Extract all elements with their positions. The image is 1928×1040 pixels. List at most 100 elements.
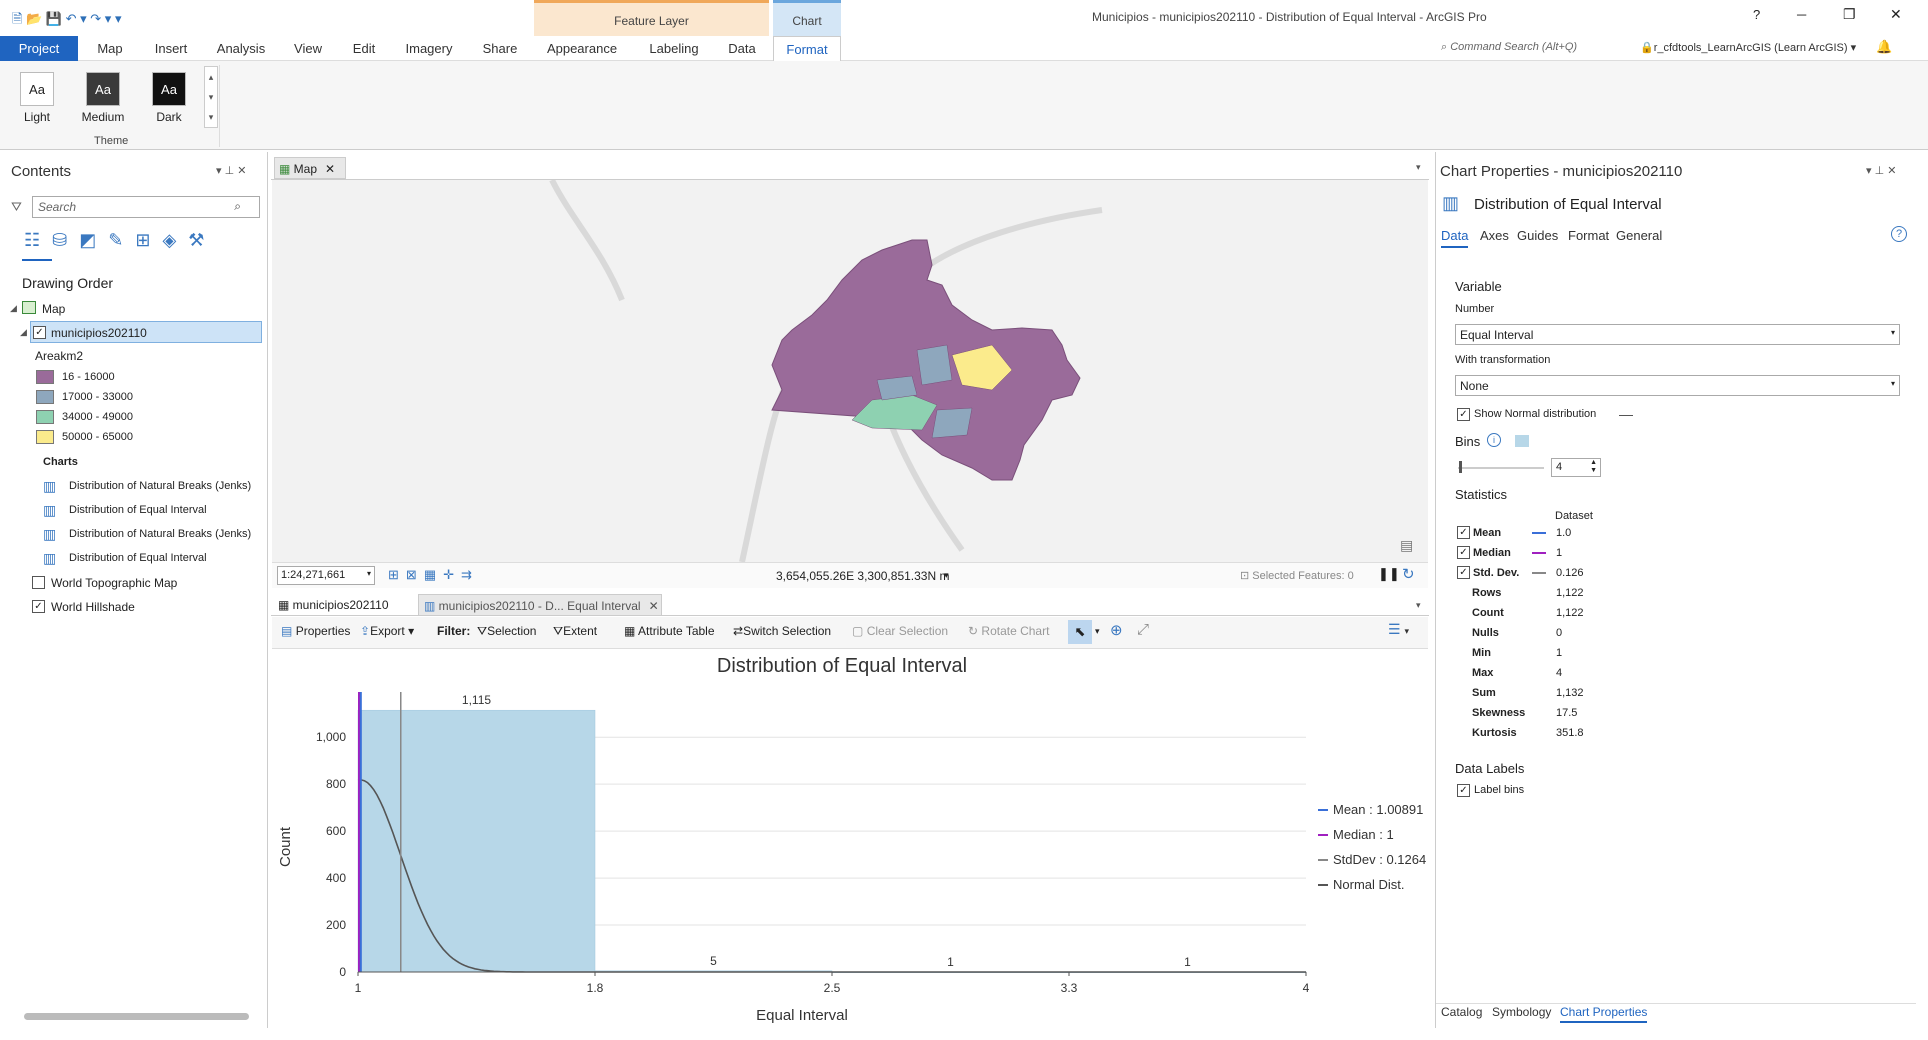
quick-access-toolbar[interactable]: 🗎 📂 💾 ↶ ▾ ↷ ▾ ▾ (12, 11, 122, 26)
charts-icon[interactable]: ⚒ (188, 230, 217, 250)
legend-entry[interactable]: Normal Dist. (1333, 877, 1405, 892)
help-button[interactable]: ? (1753, 7, 1761, 22)
prop-tab-guides[interactable]: Guides (1517, 228, 1559, 243)
number-select[interactable]: Equal Interval ▾ (1455, 324, 1900, 345)
pause-drawing-button[interactable]: ❚❚ (1378, 566, 1400, 581)
legend-swatch[interactable] (36, 430, 54, 444)
stat-checkbox[interactable]: ✓ (1457, 546, 1470, 559)
bins-stepper[interactable]: 4 ▲ ▼ (1551, 458, 1601, 477)
theme-gallery-scroll[interactable]: ▴ ▾ ▾ (204, 66, 218, 128)
chart-tab[interactable]: ▥ municipios202110 - D... Equal Interval… (418, 594, 662, 616)
scrollbar-thumb[interactable] (24, 1013, 249, 1020)
attribute-table-button[interactable]: ▦ Attribute Table (624, 624, 715, 638)
coords-dropdown[interactable]: ▾ (944, 570, 949, 580)
legend-entry[interactable]: StdDev : 0.1264 (1333, 852, 1426, 867)
tab-share[interactable]: Share (482, 41, 518, 56)
tab-analysis[interactable]: Analysis (216, 41, 266, 56)
snapping-icon[interactable]: ⊞ (135, 230, 163, 250)
filter-icon[interactable]: ⛛ (11, 199, 22, 214)
legend-entry[interactable]: Median : 1 (1333, 827, 1394, 842)
command-search[interactable]: ⌕ Command Search (Alt+Q) (1437, 38, 1607, 58)
contents-view-toolbar[interactable]: ☷⛁◩✎⊞◈⚒ (24, 230, 244, 260)
select-tool-dropdown[interactable]: ▾ (1095, 626, 1100, 636)
layer-expand-arrow[interactable]: ◢ (20, 327, 27, 337)
map-expand-arrow[interactable]: ◢ (10, 303, 17, 313)
tab-view[interactable]: View (294, 41, 322, 56)
bins-slider[interactable] (1458, 467, 1544, 469)
map-notes-icon[interactable]: ▤ (1400, 537, 1414, 553)
rotate-chart-button[interactable]: ↻ Rotate Chart (968, 624, 1049, 638)
pane-options-icon[interactable]: ▾ ⊥ ✕ (216, 165, 247, 177)
tab-symbology[interactable]: Symbology (1492, 1005, 1552, 1019)
export-button[interactable]: ⇪Export ▾ (360, 624, 415, 638)
info-icon[interactable]: i (1487, 433, 1501, 447)
bins-slider-thumb[interactable] (1459, 461, 1462, 473)
filter-selection-button[interactable]: ⛛Selection (477, 624, 536, 639)
toc-chart-item[interactable]: Distribution of Equal Interval (69, 504, 207, 516)
show-normal-checkbox[interactable]: ✓ (1457, 408, 1470, 421)
tab-labeling[interactable]: Labeling (649, 41, 699, 56)
stepper-arrows-icon[interactable]: ▲ ▼ (1590, 459, 1597, 474)
hillshade-visibility-checkbox[interactable]: ✓ (32, 600, 45, 613)
map-scale-select[interactable]: 1:24,271,661 ▾ (277, 566, 375, 585)
zoom-in-icon[interactable]: ⊕ (1110, 622, 1123, 639)
tab-project[interactable]: Project (0, 36, 78, 61)
legend-swatch[interactable] (36, 370, 54, 384)
right-scroll-gutter[interactable] (1918, 120, 1926, 1020)
transformation-select[interactable]: None ▾ (1455, 375, 1900, 396)
restore-button[interactable]: ❐ (1843, 6, 1856, 22)
stat-line-swatch[interactable] (1532, 552, 1546, 554)
topo-visibility-checkbox[interactable] (32, 576, 45, 589)
legend-swatch[interactable] (36, 410, 54, 424)
stat-checkbox[interactable]: ✓ (1457, 526, 1470, 539)
map-nav-tools[interactable]: ⊞⊠▦✛⇉ (388, 567, 479, 583)
data-source-icon[interactable]: ⛁ (52, 230, 80, 250)
help-icon[interactable]: ? (1891, 226, 1907, 242)
full-extent-icon[interactable]: ⊠ (405, 567, 424, 582)
theme-medium-button[interactable]: Aa Medium (80, 72, 126, 124)
theme-light-button[interactable]: Aa Light (14, 72, 60, 124)
toc-layer[interactable]: municipios202110 (51, 326, 147, 340)
close-tab-icon[interactable]: ✕ (325, 162, 336, 176)
selected-features[interactable]: ⊡ Selected Features: 0 (1240, 569, 1354, 582)
toc-chart-item[interactable]: Distribution of Equal Interval (69, 552, 207, 564)
close-button[interactable]: ✕ (1890, 6, 1902, 22)
fixed-zoom-icon[interactable]: ⊞ (388, 567, 406, 582)
layer-visibility-checkbox[interactable]: ✓ (33, 326, 46, 339)
histogram-chart[interactable]: Distribution of Equal Interval 0 200 400 600… (272, 650, 1428, 1024)
normal-line-swatch[interactable] (1619, 415, 1633, 416)
bin-color-swatch[interactable] (1515, 435, 1529, 447)
toc-topographic[interactable]: World Topographic Map (51, 576, 178, 590)
minimize-button[interactable]: ─ (1797, 7, 1807, 22)
drawing-order-icon[interactable]: ☷ (24, 230, 53, 250)
attribute-table-tab[interactable]: ▦ municipios202110 (274, 596, 408, 615)
prop-tab-general[interactable]: General (1616, 228, 1663, 243)
stat-checkbox[interactable]: ✓ (1457, 566, 1470, 579)
switch-selection-button[interactable]: ⇄Switch Selection (733, 624, 831, 638)
snap-icon[interactable]: ✛ (443, 567, 462, 582)
tab-catalog[interactable]: Catalog (1441, 1005, 1483, 1019)
toc-map[interactable]: Map (42, 302, 66, 316)
layer-swipe-icon[interactable]: ⇉ (461, 567, 479, 582)
theme-dark-button[interactable]: Aa Dark (146, 72, 192, 124)
stat-line-swatch[interactable] (1532, 532, 1546, 534)
tab-insert[interactable]: Insert (154, 41, 188, 56)
editing-icon[interactable]: ✎ (108, 230, 136, 250)
histogram-bar[interactable] (357, 709, 596, 973)
clear-selection-button[interactable]: ▢ Clear Selection (852, 624, 948, 638)
labeling-icon[interactable]: ◈ (162, 230, 189, 250)
chart-select-tool[interactable]: ⬉ (1068, 620, 1092, 644)
filter-extent-button[interactable]: ⛛Extent (553, 624, 597, 639)
stat-line-swatch[interactable] (1532, 572, 1546, 574)
map-canvas[interactable] (272, 180, 1428, 562)
prop-tab-data[interactable]: Data (1441, 228, 1469, 248)
chart-properties-button[interactable]: ▤ Properties (281, 624, 350, 638)
tab-chart-properties[interactable]: Chart Properties (1560, 1005, 1648, 1023)
grid-icon[interactable]: ▦ (423, 567, 444, 582)
legend-entry[interactable]: Mean : 1.00891 (1333, 802, 1423, 817)
contents-search-input[interactable]: Search ⌕ (32, 196, 260, 218)
map-tab-dropdown[interactable]: ▾ (1416, 162, 1421, 172)
prop-tab-format[interactable]: Format (1568, 228, 1610, 243)
user-account[interactable]: 🔒r_cfdtools_LearnArcGIS (Learn ArcGIS) ▾ (1640, 42, 1857, 54)
chart-list-view-icon[interactable]: ☰ ▾ (1388, 621, 1409, 637)
